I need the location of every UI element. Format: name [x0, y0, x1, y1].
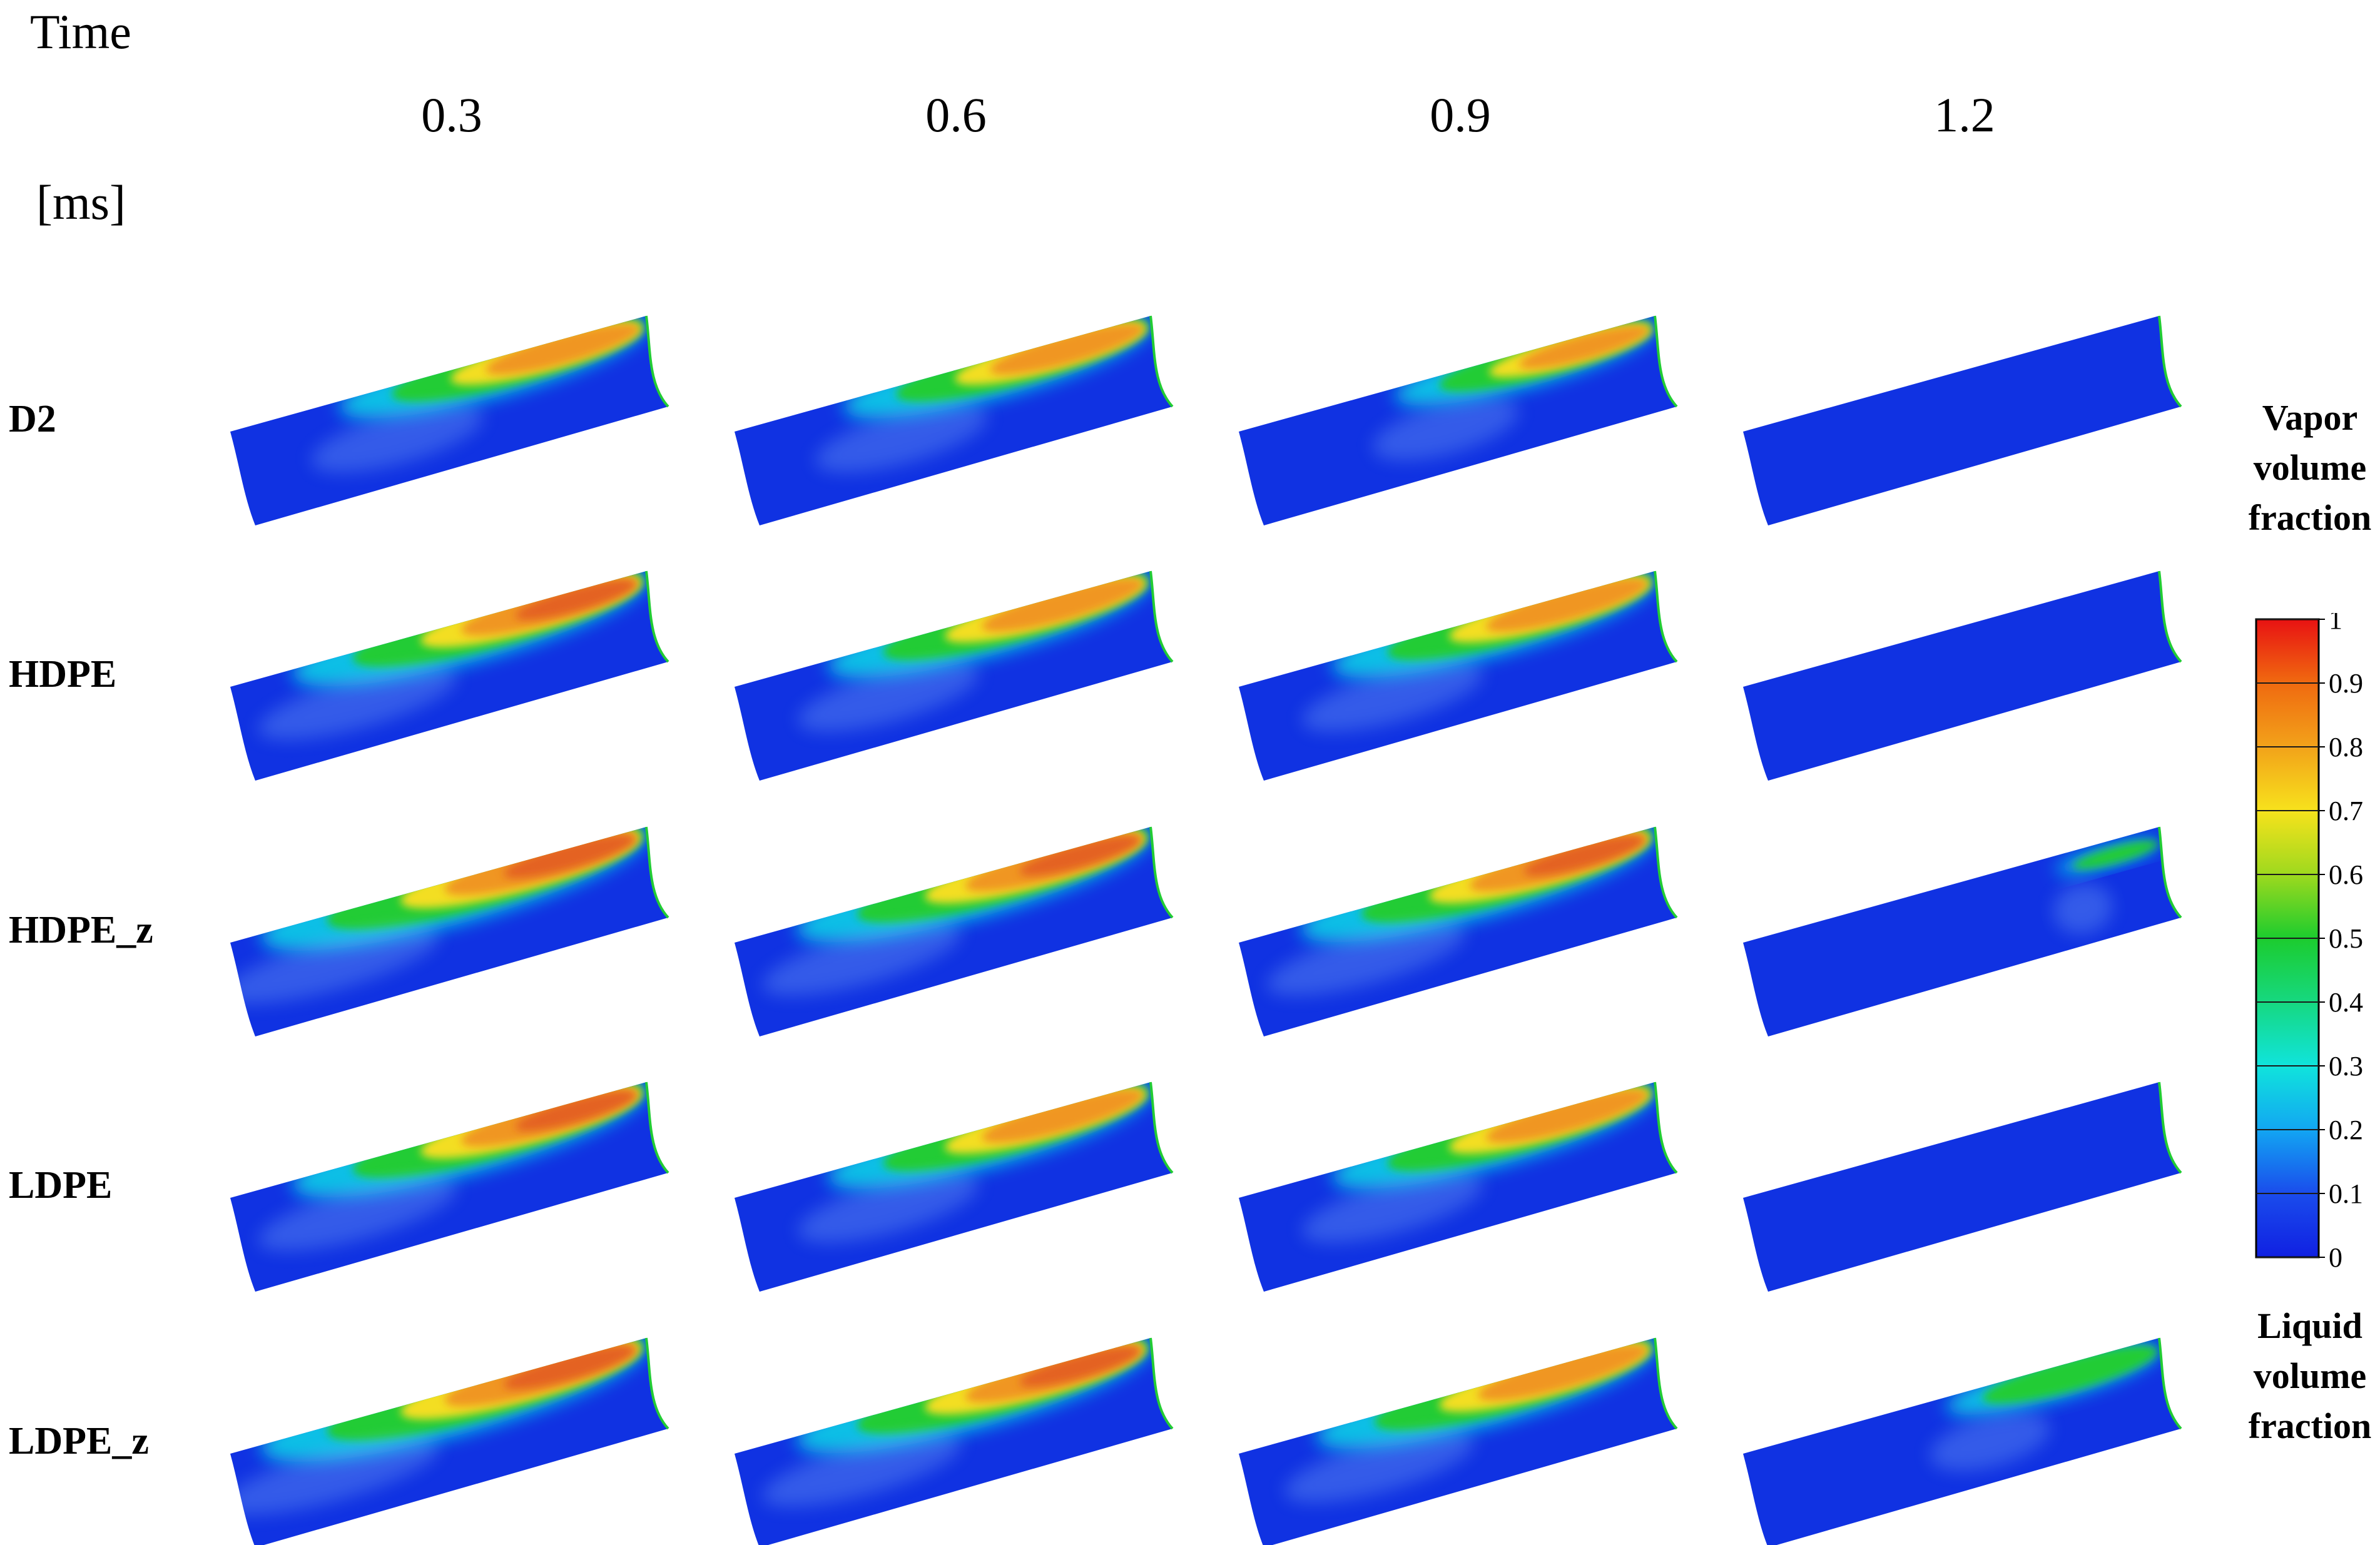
colorbar-tick-label: 0.6	[2329, 859, 2363, 890]
colorbar-tick-label: 0.9	[2329, 668, 2363, 699]
liquid-fraction-label: Liquid volume fraction	[2248, 1305, 2372, 1446]
column-header-0.9: 0.9	[1430, 88, 1491, 142]
contour-panel-ldpe-z-t4	[1743, 1337, 2182, 1545]
colorbar-tick-label: 0.8	[2329, 732, 2363, 762]
colorbar-tick-label: 0	[2329, 1242, 2342, 1273]
contour-panel-hdpe-z-t3	[1239, 826, 1678, 1036]
contour-panel-ldpe-z-t1	[230, 1337, 669, 1545]
row-label-ldpe: LDPE	[9, 1164, 113, 1207]
colorbar-tick-label: 0.3	[2329, 1051, 2363, 1082]
time-unit-label: [ms]	[36, 175, 126, 230]
contour-panel-d2-t4	[1743, 315, 2182, 525]
column-header-0.3: 0.3	[421, 88, 482, 142]
colorbar-tick-label: 0.4	[2329, 987, 2363, 1018]
contour-panel-d2-t1	[230, 315, 669, 525]
contour-panel-ldpe-t2	[735, 1082, 1174, 1292]
contour-panel-ldpe-t1	[230, 1082, 669, 1292]
contour-panel-ldpe-z-t3	[1239, 1337, 1678, 1545]
colorbar-tick-label: 1	[2329, 613, 2342, 635]
contour-panel-hdpe-t4	[1743, 570, 2182, 781]
column-header-1.2: 1.2	[1934, 88, 1995, 142]
time-axis-label: Time	[30, 4, 131, 59]
contour-panel-d2-t2	[735, 315, 1174, 525]
contour-panel-d2-t3	[1239, 315, 1678, 525]
contour-panel-hdpe-t2	[735, 570, 1174, 781]
contour-panel-hdpe-t3	[1239, 570, 1678, 781]
colorbar-tick-label: 0.2	[2329, 1115, 2363, 1145]
contour-panel-ldpe-z-t2	[735, 1337, 1174, 1545]
contour-panel-ldpe-t3	[1239, 1082, 1678, 1292]
colorbar-tick-label: 0.5	[2329, 923, 2363, 954]
colorbar: 1 0.9 0.8 0.7 0.6 0.5 0.4 0.3 0.2 0.1 0	[2255, 613, 2363, 1273]
row-label-ldpe-z: LDPE_z	[9, 1420, 149, 1462]
column-header-0.6: 0.6	[925, 88, 987, 142]
contour-panel-hdpe-z-t1	[230, 826, 669, 1036]
colorbar-tick-label: 0.1	[2329, 1178, 2363, 1209]
row-label-hdpe: HDPE	[9, 653, 117, 696]
row-label-d2: D2	[9, 398, 56, 440]
vapor-fraction-label: Vapor volume fraction	[2248, 397, 2372, 538]
colorbar-tick-label: 0.7	[2329, 796, 2363, 826]
row-label-hdpe-z: HDPE_z	[9, 909, 153, 951]
contour-panel-ldpe-t4	[1743, 1082, 2182, 1292]
contour-panel-hdpe-z-t2	[735, 826, 1174, 1036]
contour-panel-hdpe-z-t4	[1743, 826, 2182, 1036]
contour-panel-grid	[230, 315, 2182, 1545]
contour-panel-hdpe-t1	[230, 570, 669, 781]
